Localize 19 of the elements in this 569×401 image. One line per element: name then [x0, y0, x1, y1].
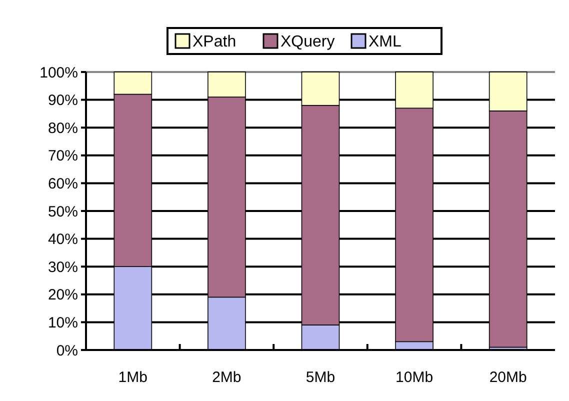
y-tick-label: 0%: [56, 342, 78, 360]
y-tick-label: 50%: [48, 203, 78, 220]
y-tick-label: 10%: [48, 314, 78, 332]
legend-label: XPath: [192, 34, 236, 51]
legend-label: XML: [368, 34, 402, 51]
x-tick-label: 2Mb: [212, 369, 242, 386]
y-tick-label: 20%: [48, 286, 78, 304]
y-tick-label: 90%: [48, 92, 78, 110]
x-tick-label: 1Mb: [118, 369, 148, 386]
legend-label: XQuery: [280, 34, 335, 51]
x-tick-label: 20Mb: [489, 369, 527, 386]
y-tick-label: 70%: [48, 148, 78, 165]
y-tick-label: 40%: [48, 231, 78, 248]
y-tick-label: 100%: [40, 64, 78, 82]
y-tick-label: 80%: [48, 120, 78, 137]
x-tick-label: 10Mb: [396, 369, 434, 386]
y-tick-label: 60%: [48, 175, 78, 192]
y-tick-label: 30%: [48, 258, 78, 276]
x-tick-label: 5Mb: [306, 369, 336, 386]
